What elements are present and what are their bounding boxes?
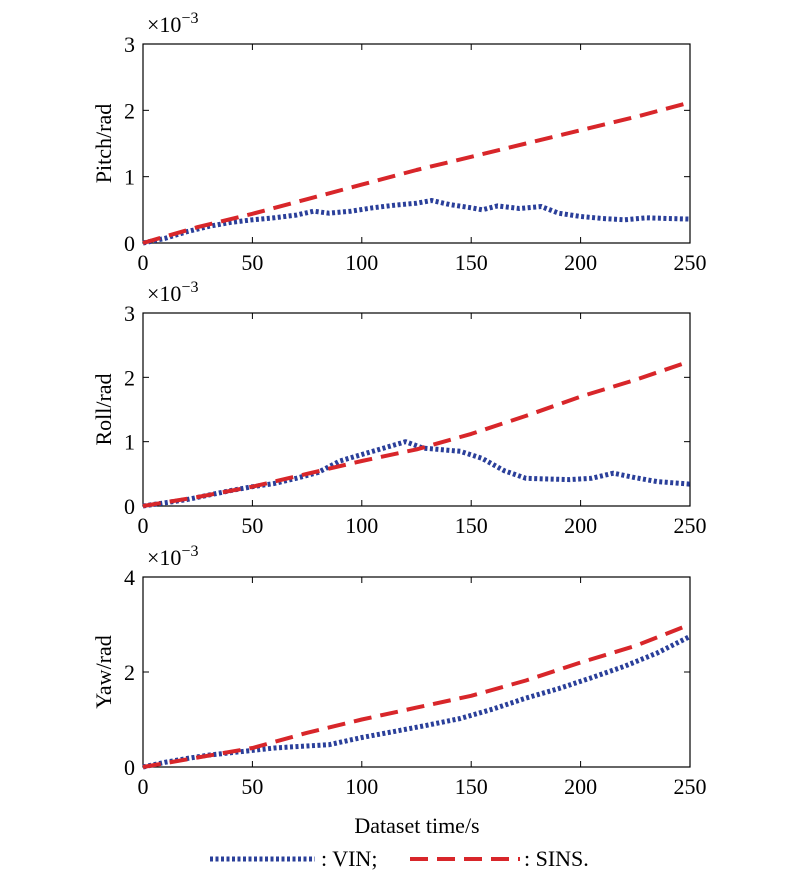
y-tick-label: 3 xyxy=(124,301,135,326)
x-tick-label: 50 xyxy=(241,513,263,538)
x-tick-label: 200 xyxy=(564,513,597,538)
y-scale-label: ×10−3 xyxy=(147,543,198,570)
y-tick-label: 1 xyxy=(124,430,135,455)
y-tick-label: 2 xyxy=(124,365,135,390)
y-tick-label: 3 xyxy=(124,32,135,57)
y-axis-label: Pitch/rad xyxy=(91,104,116,183)
panel-yaw: 0 50 100 150 200 250 0 2 4 ×10−3 Yaw/rad xyxy=(91,543,707,799)
x-tick-label: 250 xyxy=(674,250,707,275)
plot-frame xyxy=(142,312,691,507)
y-tick-label: 2 xyxy=(124,660,135,685)
x-tick-label: 150 xyxy=(455,513,488,538)
y-tick-label: 4 xyxy=(124,565,135,590)
x-tick-label: 0 xyxy=(138,513,149,538)
x-tick-label: 200 xyxy=(564,774,597,799)
x-tick-label: 150 xyxy=(455,250,488,275)
x-tick-label: 150 xyxy=(455,774,488,799)
x-tick-label: 50 xyxy=(241,250,263,275)
y-axis-label: Roll/rad xyxy=(91,373,116,445)
x-tick-label: 50 xyxy=(241,774,263,799)
series-sins-line xyxy=(142,100,691,245)
y-tick-label: 0 xyxy=(124,494,135,519)
y-scale-label: ×10−3 xyxy=(147,279,198,306)
x-tick-label: 100 xyxy=(345,774,378,799)
y-scale-label: ×10−3 xyxy=(147,10,198,37)
x-tick-label: 0 xyxy=(138,250,149,275)
legend-sins-label: : SINS. xyxy=(524,846,589,871)
plot-frame xyxy=(142,576,691,768)
series-vin-line xyxy=(142,198,691,246)
y-tick-label: 1 xyxy=(124,165,135,190)
series-vin-line xyxy=(142,634,692,770)
legend-vin-label: : VIN; xyxy=(321,846,377,871)
y-tick-label: 2 xyxy=(124,98,135,123)
y-tick-label: 0 xyxy=(124,231,135,256)
panel-pitch: 0 50 100 150 200 250 0 1 2 3 ×10−3 Pitch/rad xyxy=(91,10,707,275)
plot-frame xyxy=(142,43,691,244)
x-tick-label: 100 xyxy=(345,513,378,538)
x-tick-label: 250 xyxy=(674,774,707,799)
series-vin-line xyxy=(142,439,691,509)
x-tick-label: 0 xyxy=(138,774,149,799)
x-axis-label: Dataset time/s xyxy=(354,813,479,838)
x-tick-label: 250 xyxy=(674,513,707,538)
legend: : VIN; : SINS. xyxy=(210,846,589,871)
series-sins-line xyxy=(142,359,691,508)
x-tick-label: 200 xyxy=(564,250,597,275)
x-tick-label: 100 xyxy=(345,250,378,275)
panel-roll: 0 50 100 150 200 250 0 1 2 3 ×10−3 Roll/rad xyxy=(91,279,707,538)
y-tick-label: 0 xyxy=(124,755,135,780)
y-axis-label: Yaw/rad xyxy=(91,635,116,709)
series-sins-line xyxy=(142,622,691,769)
